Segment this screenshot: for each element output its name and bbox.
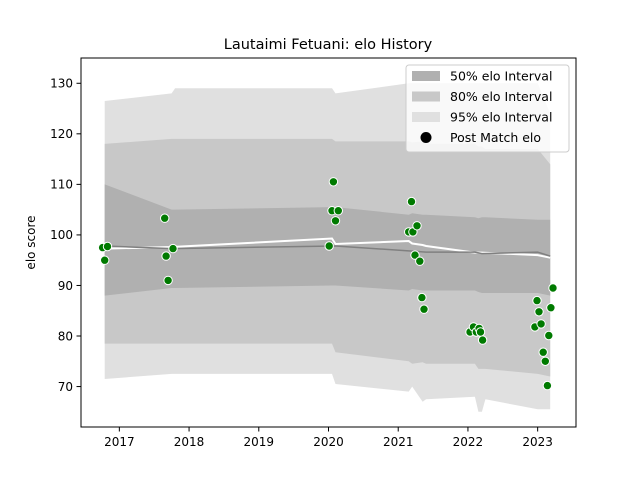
- post-match-point: [532, 295, 542, 306]
- post-match-point: [538, 347, 548, 357]
- post-match-point: [542, 380, 553, 391]
- legend-label: 80% elo Interval: [450, 89, 552, 104]
- post-match-point: [417, 292, 427, 303]
- post-match-point: [161, 251, 171, 261]
- y-tick-label: 70: [58, 380, 73, 394]
- post-match-point: [415, 256, 425, 266]
- legend-marker: [420, 132, 432, 143]
- x-tick-label: 2022: [453, 435, 484, 449]
- post-match-point: [324, 241, 334, 251]
- x-axis: 2017 2018 2019 2020 2021 2022 2023: [104, 427, 553, 449]
- y-axis-label: elo score: [24, 215, 38, 269]
- post-match-point: [544, 330, 554, 341]
- post-match-point: [419, 304, 429, 314]
- post-match-point: [546, 303, 556, 313]
- y-tick-label: 120: [50, 127, 73, 141]
- legend-label: Post Match elo: [450, 130, 541, 145]
- legend: 50% elo Interval 80% elo Interval 95% elo …: [405, 64, 570, 153]
- post-match-point: [540, 356, 550, 366]
- post-match-point: [168, 243, 178, 254]
- x-tick-label: 2023: [522, 435, 553, 449]
- legend-label: 50% elo Interval: [450, 69, 552, 84]
- post-match-point: [475, 327, 486, 337]
- post-match-point: [160, 213, 170, 223]
- post-match-point: [328, 177, 339, 187]
- post-match-point: [534, 307, 544, 317]
- y-tick-label: 130: [50, 77, 73, 91]
- post-match-point: [536, 319, 546, 329]
- y-tick-label: 110: [50, 178, 73, 192]
- post-match-point: [330, 216, 341, 226]
- x-tick-label: 2019: [244, 435, 275, 449]
- post-match-point: [477, 335, 488, 345]
- rating-lines: [104, 237, 551, 259]
- x-tick-label: 2021: [383, 435, 414, 449]
- post-match-point: [333, 206, 343, 216]
- post-match-point: [548, 283, 558, 293]
- y-tick-label: 90: [58, 279, 73, 293]
- post-match-point: [410, 250, 420, 260]
- post-match-point: [406, 196, 417, 207]
- plot-area: [80, 57, 577, 428]
- x-tick-label: 2020: [313, 435, 344, 449]
- legend-swatch: [412, 112, 440, 122]
- mean-rating-line: [104, 245, 551, 257]
- x-tick-label: 2018: [174, 435, 205, 449]
- post-match-point: [412, 221, 422, 231]
- legend-swatch: [412, 71, 440, 81]
- chart-title: Lautaimi Fetuani: elo History: [224, 37, 433, 53]
- post-match-point: [163, 275, 173, 286]
- post-match-point: [102, 241, 113, 252]
- post-match-point: [100, 255, 110, 265]
- y-tick-label: 100: [50, 228, 73, 242]
- legend-label: 95% elo Interval: [450, 110, 552, 125]
- y-axis: 70 80 90 100 110 120 130: [50, 77, 81, 394]
- band-50: [104, 184, 551, 296]
- post-match-points: [97, 177, 558, 391]
- legend-box: [405, 64, 570, 153]
- legend-swatch: [412, 91, 440, 102]
- x-tick-label: 2017: [104, 435, 135, 449]
- y-tick-label: 80: [58, 329, 73, 343]
